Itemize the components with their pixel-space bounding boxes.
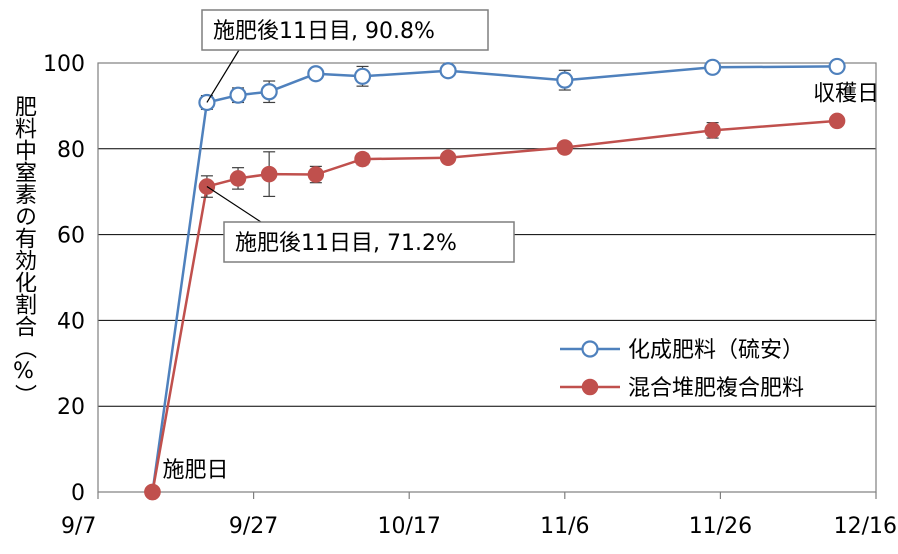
data-point bbox=[260, 83, 278, 101]
y-tick-label: 60 bbox=[57, 224, 85, 249]
y-axis-label: 肥料中窒素の有効化割合（%） bbox=[11, 95, 36, 406]
callout-leader bbox=[206, 186, 262, 223]
callout-leader bbox=[206, 49, 240, 103]
annotation-fertilization-day: 施肥日 bbox=[162, 458, 228, 483]
legend-label: 混合堆肥複合肥料 bbox=[628, 376, 804, 401]
series-line-1 bbox=[151, 119, 838, 493]
y-tick-label: 40 bbox=[57, 309, 85, 334]
y-tick-label: 80 bbox=[57, 138, 85, 163]
series-1 bbox=[144, 112, 846, 501]
callout-1: 施肥後11日目, 71.2% bbox=[206, 186, 515, 263]
y-tick-label: 100 bbox=[43, 52, 85, 77]
series-0 bbox=[144, 57, 846, 501]
data-point bbox=[556, 139, 574, 156]
y-tick-label: 0 bbox=[71, 481, 85, 506]
data-point bbox=[439, 62, 457, 80]
legend-item-0: 化成肥料（硫安） bbox=[560, 338, 804, 363]
y-tick-label: 20 bbox=[57, 395, 85, 420]
data-point bbox=[353, 67, 372, 85]
data-point bbox=[828, 57, 846, 76]
callout-label: 施肥後11日目, 71.2% bbox=[235, 231, 457, 256]
x-tick-label: 9/7 bbox=[61, 514, 96, 539]
callout-0: 施肥後11日目, 90.8% bbox=[201, 9, 489, 103]
legend: 化成肥料（硫安） 混合堆肥複合肥料 bbox=[560, 338, 804, 401]
legend-item-1: 混合堆肥複合肥料 bbox=[560, 376, 804, 401]
axes: 0 20 40 60 80 100 9/7 9/27 10/17 11/6 11/26 12/16 bbox=[43, 52, 897, 539]
data-point bbox=[307, 166, 325, 183]
x-tick-label: 12/16 bbox=[834, 514, 897, 539]
data-point bbox=[229, 86, 247, 104]
x-tick-label: 11/26 bbox=[689, 514, 752, 539]
annotation-harvest-day: 収穫日 bbox=[813, 81, 879, 106]
legend-swatch-marker bbox=[581, 340, 599, 358]
legend-swatch-marker bbox=[581, 378, 599, 396]
data-point bbox=[260, 165, 278, 183]
x-tick-label: 11/6 bbox=[540, 514, 589, 539]
x-tick-label: 9/27 bbox=[229, 514, 278, 539]
annotations: 施肥後11日目, 90.8% 施肥後11日目, 71.2% 施肥日 収穫日 bbox=[162, 9, 879, 483]
callout-box bbox=[223, 221, 515, 263]
data-point bbox=[556, 71, 574, 89]
data-point bbox=[307, 65, 325, 83]
data-point bbox=[704, 58, 722, 76]
series bbox=[144, 57, 846, 501]
legend-label: 化成肥料（硫安） bbox=[628, 338, 804, 363]
data-point bbox=[704, 122, 721, 139]
plot-area bbox=[97, 62, 877, 493]
x-tick-label: 10/17 bbox=[377, 514, 440, 539]
data-point bbox=[439, 149, 457, 167]
data-point bbox=[144, 483, 161, 501]
data-point bbox=[828, 112, 846, 130]
data-point bbox=[229, 170, 247, 187]
callout-box bbox=[201, 9, 489, 51]
data-point bbox=[354, 150, 371, 168]
series-line-0 bbox=[151, 65, 838, 493]
callout-label: 施肥後11日目, 90.8% bbox=[213, 19, 435, 44]
